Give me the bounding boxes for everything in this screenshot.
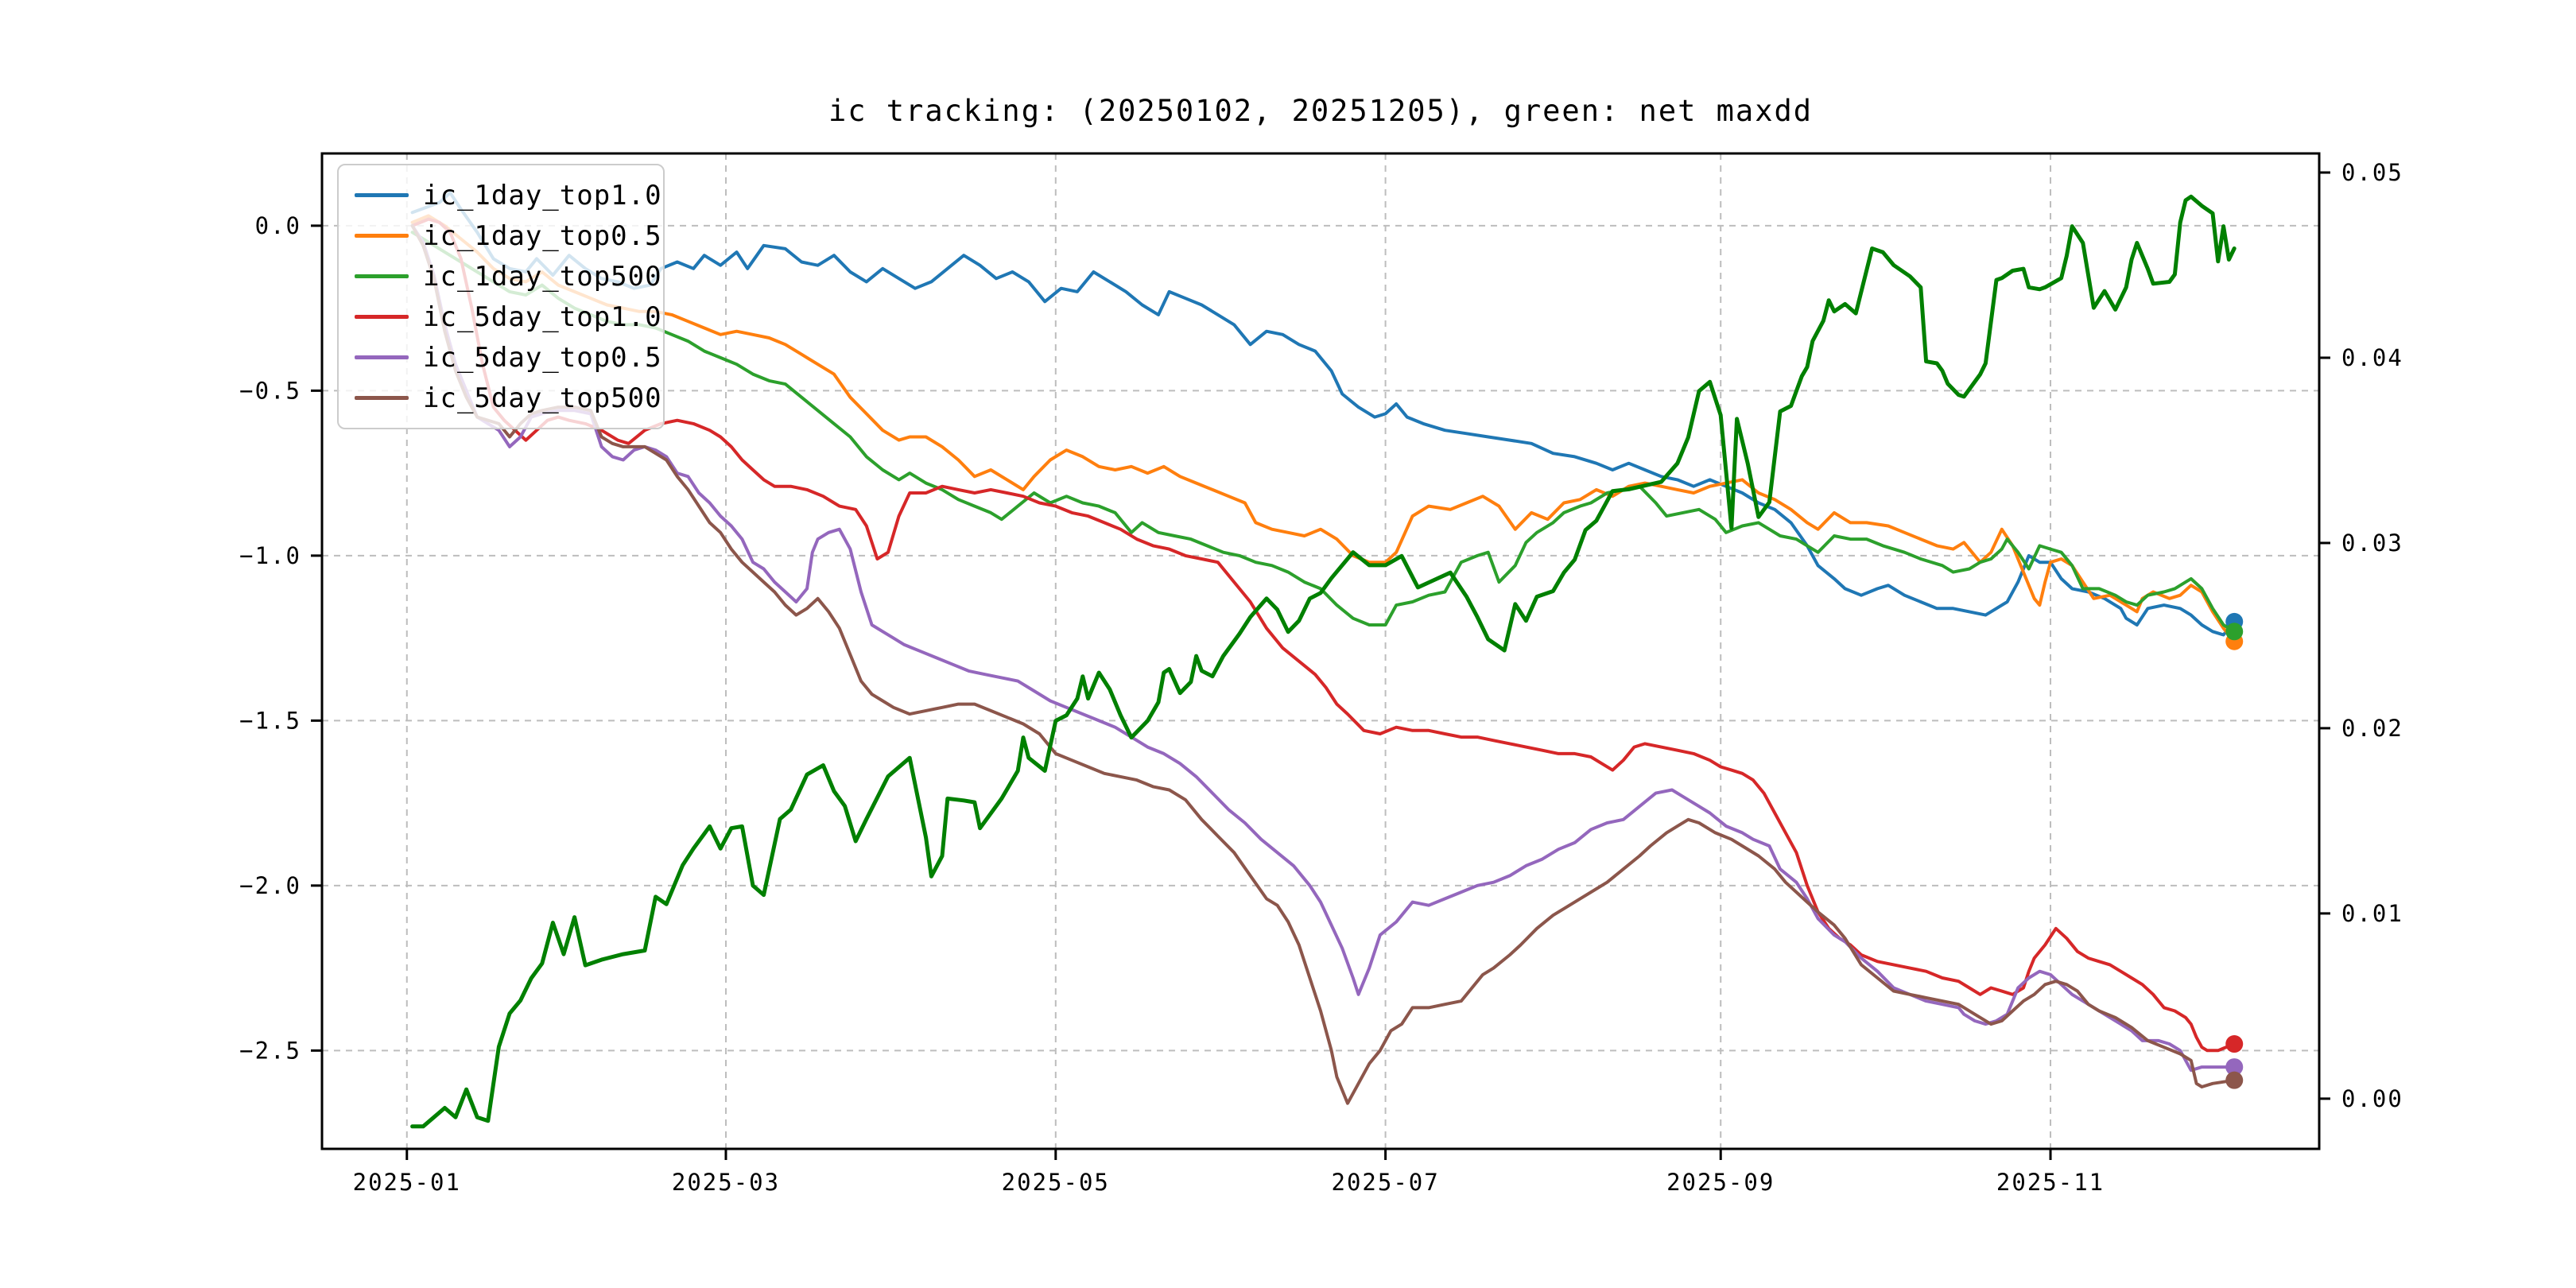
- legend-label: ic_5day_top500: [423, 382, 662, 414]
- axes: 0.0 −0.5 −1.0 −1.5 −2.0 −2.5 0.00 0.01 0.02 0.03 0…: [239, 152, 2403, 1196]
- legend-item-ic_5day_top0.5: ic_5day_top0.5: [355, 337, 661, 378]
- series-line-ic_5day_top500: [410, 223, 2237, 1105]
- right-tick-label: 0.01: [2341, 900, 2403, 927]
- left-tick-label: −2.5: [239, 1037, 301, 1064]
- left-tick-label: 0.0: [255, 212, 301, 239]
- series-line-ic_5day_top1.0: [410, 217, 2237, 1053]
- x-tick-label: 2025-07: [1331, 1169, 1439, 1196]
- legend-swatch-ic_1day_top0.5: [355, 234, 409, 238]
- legend-swatch-ic_5day_top500: [355, 396, 409, 400]
- legend-label: ic_1day_top1.0: [423, 179, 662, 211]
- x-tick-label: 2025-03: [672, 1169, 780, 1196]
- x-tick-label: 2025-01: [353, 1169, 461, 1196]
- right-tick-label: 0.03: [2341, 530, 2403, 557]
- legend-swatch-ic_5day_top0.5: [355, 355, 409, 359]
- legend-item-ic_5day_top1.0: ic_5day_top1.0: [355, 297, 661, 337]
- series-line-net_maxdd: [410, 194, 2237, 1129]
- series-line-ic_1day_top0.5: [410, 214, 2237, 643]
- right-tick-label: 0.02: [2341, 715, 2403, 742]
- series-line-ic_1day_top500: [410, 231, 2237, 634]
- series-end-dot-ic_5day_top1.0: [2225, 1035, 2244, 1053]
- legend-label: ic_1day_top0.5: [423, 219, 662, 252]
- series-end-dot-ic_5day_top500: [2225, 1071, 2244, 1089]
- series-line-ic_1day_top1.0: [410, 191, 2237, 637]
- legend-item-ic_1day_top500: ic_1day_top500: [355, 256, 661, 297]
- x-tick-label: 2025-09: [1666, 1169, 1775, 1196]
- legend-swatch-ic_1day_top1.0: [355, 193, 409, 197]
- left-tick-label: −0.5: [239, 377, 301, 404]
- series-end-dot-ic_5day_top0.5: [2225, 1058, 2244, 1077]
- right-tick-label: 0.00: [2341, 1085, 2403, 1112]
- series-lines: [410, 191, 2244, 1129]
- series-end-dot-ic_1day_top500: [2225, 623, 2244, 641]
- legend-swatch-ic_5day_top1.0: [355, 315, 409, 319]
- left-tick-label: −2.0: [239, 872, 301, 899]
- legend-label: ic_5day_top0.5: [423, 341, 662, 374]
- plot-spines: [320, 152, 2321, 1150]
- chart-title: ic tracking: (20250102, 20251205), green…: [828, 94, 1813, 128]
- legend-swatch-ic_1day_top500: [355, 274, 409, 278]
- x-tick-label: 2025-11: [1996, 1169, 2105, 1196]
- left-tick-label: −1.0: [239, 542, 301, 569]
- legend-label: ic_5day_top1.0: [423, 301, 662, 333]
- legend-label: ic_1day_top500: [423, 260, 662, 293]
- legend-item-ic_5day_top500: ic_5day_top500: [355, 378, 661, 418]
- series-line-ic_5day_top0.5: [410, 223, 2237, 1073]
- legend-box: ic_1day_top1.0 ic_1day_top0.5 ic_1day_top5…: [337, 164, 665, 429]
- left-tick-label: −1.5: [239, 707, 301, 734]
- right-tick-label: 0.05: [2341, 159, 2403, 186]
- x-tick-label: 2025-05: [1002, 1169, 1110, 1196]
- legend-item-ic_1day_top0.5: ic_1day_top0.5: [355, 215, 661, 256]
- right-tick-label: 0.04: [2341, 344, 2403, 371]
- legend-item-ic_1day_top1.0: ic_1day_top1.0: [355, 175, 661, 215]
